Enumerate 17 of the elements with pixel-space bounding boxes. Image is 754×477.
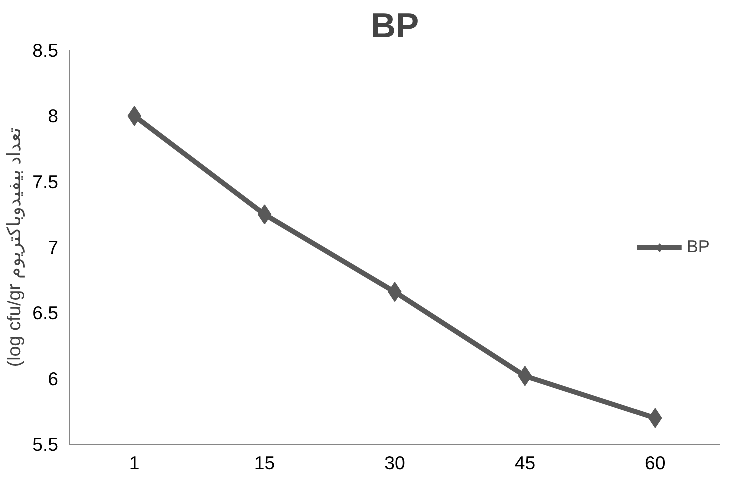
y-tick-label: 5.5 xyxy=(32,434,59,455)
x-tick-label: 60 xyxy=(645,452,666,474)
y-tick-label: 6.5 xyxy=(32,302,59,324)
chart-title: BP xyxy=(370,8,420,46)
y-tick-label: 6 xyxy=(48,368,59,390)
x-tick-label: 45 xyxy=(514,452,536,474)
y-axis-title: (log cfu/gr تعداد بیفیدوباکتریوم xyxy=(4,128,26,368)
point xyxy=(258,204,272,225)
y-tick-label: 7.5 xyxy=(32,171,59,192)
y-tick-label: 7 xyxy=(48,237,59,258)
x-tick-label: 1 xyxy=(129,452,140,474)
legend-label: BP xyxy=(686,236,710,258)
y-tick-label: 8.5 xyxy=(32,40,59,61)
y-tick-label: 8 xyxy=(48,106,59,127)
x-tick-label: 15 xyxy=(254,452,276,474)
x-tick-label: 30 xyxy=(384,452,406,474)
point xyxy=(518,366,532,386)
